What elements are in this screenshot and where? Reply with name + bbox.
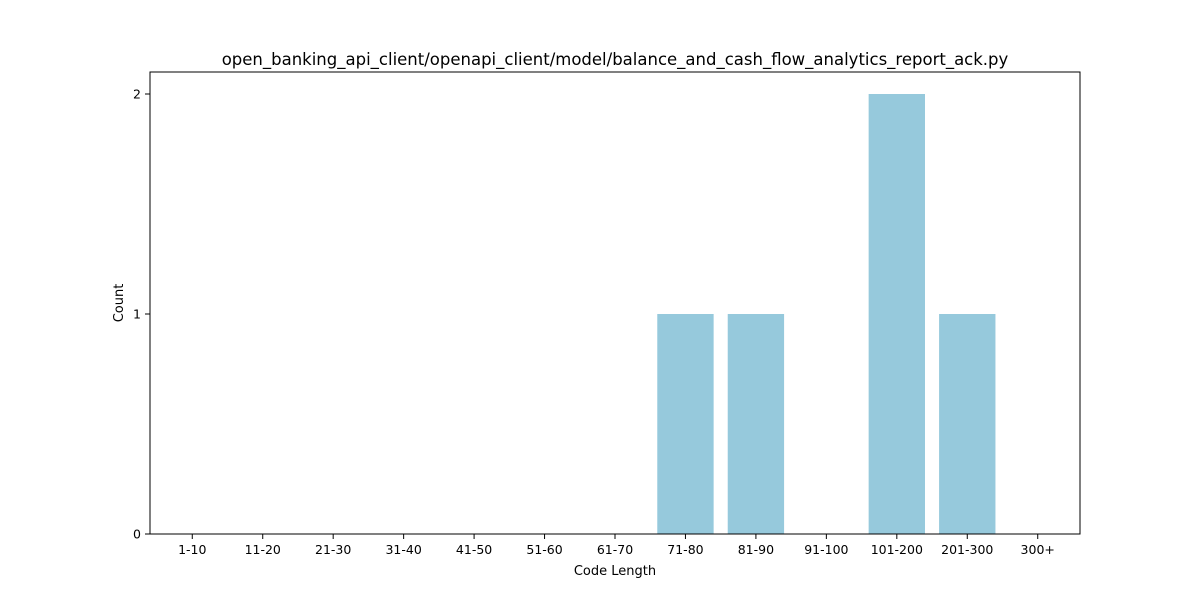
x-tick-label: 71-80 <box>667 542 703 557</box>
x-tick-label: 51-60 <box>526 542 562 557</box>
plot-area-frame <box>149 71 1081 535</box>
x-tick-label: 1-10 <box>178 542 206 557</box>
x-axis-label: Code Length <box>574 564 656 579</box>
x-tick-label: 31-40 <box>385 542 421 557</box>
x-tick-label: 91-100 <box>804 542 848 557</box>
chart-title: open_banking_api_client/openapi_client/m… <box>222 50 1009 70</box>
bar-81-90 <box>727 314 785 534</box>
y-axis-ticks: 0 1 2 <box>133 87 150 542</box>
y-tick-label: 2 <box>133 87 141 102</box>
x-tick-label: 300+ <box>1021 542 1055 557</box>
x-tick-label: 61-70 <box>597 542 633 557</box>
bars-layer <box>657 94 996 534</box>
x-tick-label: 41-50 <box>456 542 492 557</box>
bar-201-300 <box>939 314 996 534</box>
x-tick-label: 201-300 <box>941 542 993 557</box>
y-tick-label: 1 <box>133 307 141 322</box>
x-tick-label: 101-200 <box>871 542 923 557</box>
x-tick-label: 21-30 <box>315 542 351 557</box>
x-tick-label: 11-20 <box>245 542 281 557</box>
bar-71-80 <box>657 314 714 534</box>
x-tick-label: 81-90 <box>738 542 774 557</box>
bar-101-200 <box>868 94 925 534</box>
x-axis-ticks: 1-10 11-20 21-30 31-40 41-50 51-60 61-70 71-80 8… <box>178 534 1055 557</box>
y-axis-label: Count <box>112 284 127 323</box>
y-tick-label: 0 <box>133 527 141 542</box>
